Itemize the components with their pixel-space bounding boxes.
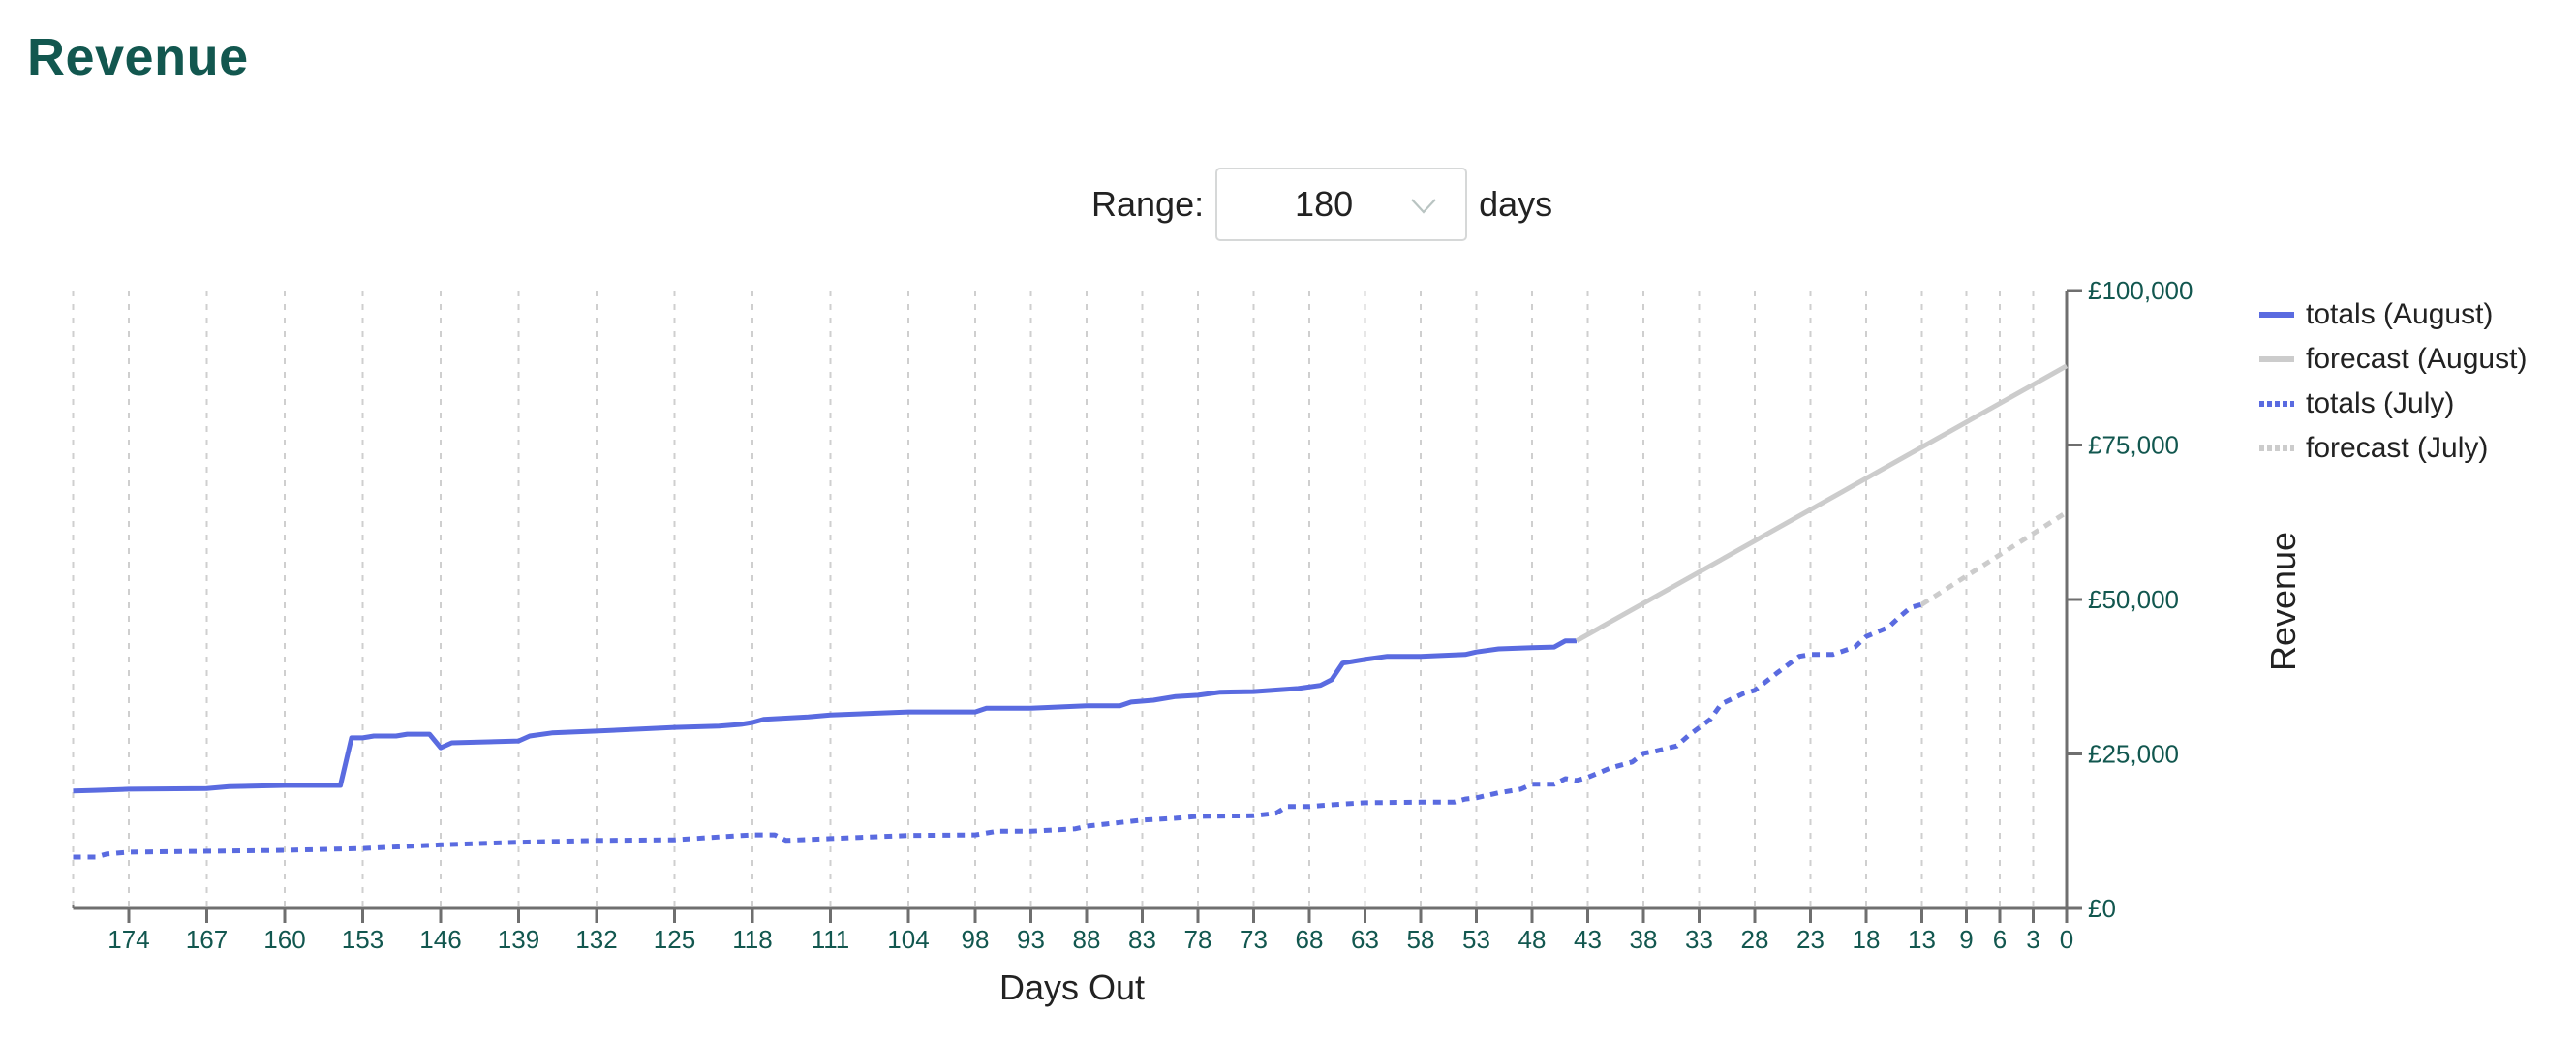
legend-item[interactable]: totals (July) bbox=[2259, 382, 2527, 426]
range-label: Range: bbox=[1091, 184, 1205, 224]
x-tick-label: 78 bbox=[1184, 925, 1212, 954]
x-axis-title: Days Out bbox=[999, 967, 1145, 1007]
x-tick-label: 88 bbox=[1073, 925, 1101, 954]
range-select[interactable]: 180 bbox=[1215, 168, 1468, 241]
solid-line-icon bbox=[2259, 312, 2294, 318]
x-tick-label: 125 bbox=[654, 925, 695, 954]
x-tick-label: 160 bbox=[263, 925, 305, 954]
x-tick-label: 48 bbox=[1518, 925, 1547, 954]
range-select-value: 180 bbox=[1295, 184, 1354, 224]
x-tick-label: 153 bbox=[342, 925, 383, 954]
series-totals-july bbox=[73, 601, 1923, 860]
x-tick-label: 111 bbox=[812, 925, 850, 954]
x-tick-label: 6 bbox=[1993, 925, 2007, 954]
range-control: Range: 180 days bbox=[1091, 167, 1552, 242]
x-tick-label: 3 bbox=[2026, 925, 2039, 954]
series-totals-august bbox=[73, 638, 1577, 794]
x-tick-label: 63 bbox=[1351, 925, 1379, 954]
x-tick-label: 0 bbox=[2060, 925, 2073, 954]
x-tick-label: 83 bbox=[1128, 925, 1156, 954]
y-tick-label: £25,000 bbox=[2088, 739, 2179, 768]
x-tick-label: 43 bbox=[1574, 925, 1602, 954]
x-tick-label: 13 bbox=[1908, 925, 1936, 954]
y-tick-label: £100,000 bbox=[2088, 276, 2193, 305]
x-tick-label: 146 bbox=[419, 925, 461, 954]
x-tick-label: 53 bbox=[1462, 925, 1490, 954]
x-tick-label: 33 bbox=[1685, 925, 1713, 954]
x-tick-label: 58 bbox=[1407, 925, 1435, 954]
legend-label: forecast (July) bbox=[2306, 432, 2489, 464]
legend-item[interactable]: forecast (July) bbox=[2259, 426, 2527, 471]
chevron-down-icon bbox=[1411, 199, 1436, 214]
dotted-line-icon bbox=[2259, 401, 2294, 407]
legend-label: totals (July) bbox=[2306, 387, 2455, 419]
page-title: Revenue bbox=[27, 28, 249, 86]
x-tick-label: 174 bbox=[107, 925, 149, 954]
x-tick-label: 23 bbox=[1796, 925, 1825, 954]
x-tick-label: 98 bbox=[962, 925, 990, 954]
y-tick-label: £50,000 bbox=[2088, 585, 2179, 614]
x-tick-label: 132 bbox=[575, 925, 617, 954]
x-tick-label: 104 bbox=[887, 925, 929, 954]
y-axis: £0 £25,000 £50,000 £75,000 £100,000 bbox=[2065, 276, 2193, 923]
chart-lines bbox=[73, 363, 2069, 860]
x-tick-label: 38 bbox=[1630, 925, 1658, 954]
y-axis-title: Revenue bbox=[2263, 532, 2303, 671]
y-tick-label: £0 bbox=[2088, 894, 2116, 923]
series-forecast-july bbox=[1920, 509, 2069, 607]
series-forecast-august bbox=[1575, 363, 2069, 643]
x-tick-label: 73 bbox=[1240, 925, 1268, 954]
x-tick-label: 118 bbox=[732, 925, 772, 954]
legend-label: totals (August) bbox=[2306, 298, 2494, 330]
y-tick-label: £75,000 bbox=[2088, 430, 2179, 459]
range-unit-label: days bbox=[1479, 184, 1553, 224]
x-tick-label: 93 bbox=[1017, 925, 1045, 954]
x-tick-label: 9 bbox=[1959, 925, 1973, 954]
solid-line-icon bbox=[2259, 356, 2294, 362]
dotted-line-icon bbox=[2259, 445, 2294, 451]
legend-item[interactable]: totals (August) bbox=[2259, 292, 2527, 337]
x-tick-label: 68 bbox=[1296, 925, 1324, 954]
x-tick-label: 139 bbox=[498, 925, 539, 954]
legend-item[interactable]: forecast (August) bbox=[2259, 337, 2527, 382]
x-gridlines bbox=[72, 291, 2035, 908]
chart-legend: totals (August) forecast (August) totals (… bbox=[2259, 292, 2527, 471]
legend-label: forecast (August) bbox=[2306, 343, 2528, 375]
x-tick-label: 28 bbox=[1741, 925, 1769, 954]
x-tick-label: 18 bbox=[1853, 925, 1881, 954]
x-axis: 174 167 160 153 146 139 132 125 118 111 104 98 93 88 8… bbox=[72, 905, 2081, 954]
x-tick-label: 167 bbox=[186, 925, 228, 954]
